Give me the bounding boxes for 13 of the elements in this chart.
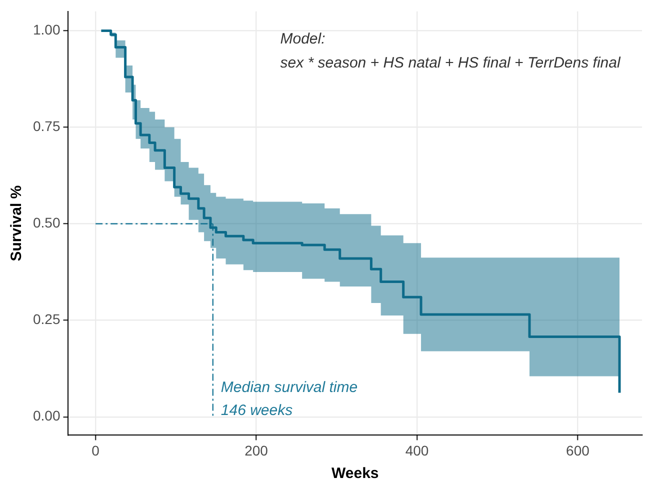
x-tick-label: 600 (566, 442, 590, 458)
y-axis-title: Survival % (8, 185, 26, 262)
y-tick-label: 0.50 (33, 214, 60, 231)
y-tick-label: 0.00 (33, 408, 60, 424)
x-axis-title: Weeks (331, 465, 379, 482)
annotation: Model: sex * season + HS natal + HS final + TerrDens final (280, 30, 621, 72)
x-tick-label: 400 (405, 442, 429, 458)
x-tick-label: 200 (244, 442, 268, 458)
y-tick-label: 0.25 (33, 311, 60, 328)
y-tick-label: 0.75 (33, 118, 60, 134)
annotation: Median survival time 146 weeks (220, 379, 358, 420)
x-tick-label: 0 (92, 442, 100, 458)
y-tick-label: 1.00 (33, 22, 60, 38)
